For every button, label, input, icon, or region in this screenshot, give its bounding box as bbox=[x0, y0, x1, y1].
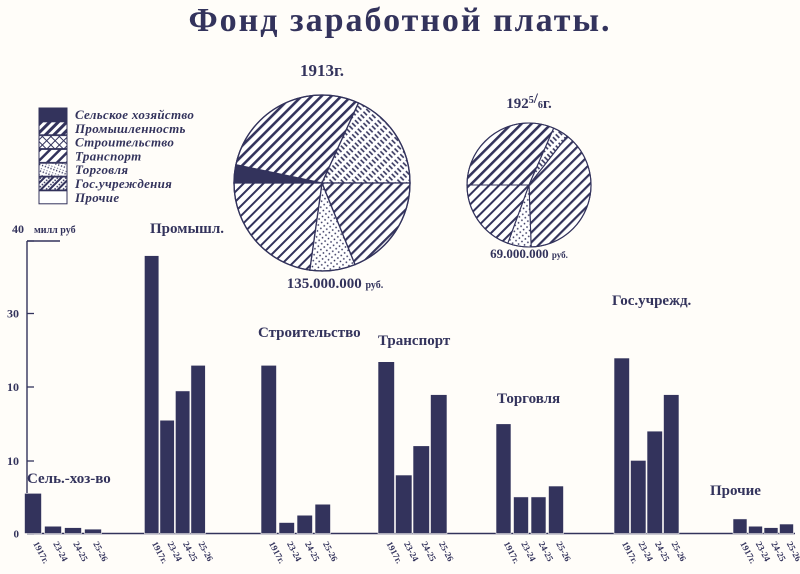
svg-text:30: 30 bbox=[7, 307, 19, 321]
svg-text:25-26: 25-26 bbox=[196, 540, 215, 564]
svg-text:25-26: 25-26 bbox=[437, 540, 456, 564]
svg-text:1917г.: 1917г. bbox=[384, 540, 404, 565]
svg-text:25-26: 25-26 bbox=[91, 540, 110, 564]
svg-text:25-26: 25-26 bbox=[785, 540, 800, 564]
svg-text:23-24: 23-24 bbox=[285, 540, 304, 564]
svg-text:10: 10 bbox=[7, 380, 19, 394]
svg-text:0: 0 bbox=[14, 529, 20, 541]
svg-text:10: 10 bbox=[7, 454, 19, 468]
svg-text:25-26: 25-26 bbox=[669, 540, 688, 564]
svg-text:24-25: 24-25 bbox=[419, 540, 438, 564]
svg-text:Сель.-хоз-во: Сель.-хоз-во bbox=[27, 471, 111, 487]
svg-text:Прочие: Прочие bbox=[710, 483, 761, 499]
svg-text:23-24: 23-24 bbox=[51, 540, 70, 564]
svg-text:25-26: 25-26 bbox=[321, 540, 340, 564]
svg-text:24-25: 24-25 bbox=[537, 540, 556, 564]
svg-text:Транспорт: Транспорт bbox=[378, 333, 451, 349]
svg-text:1917г.: 1917г. bbox=[31, 540, 51, 565]
svg-text:1917г.: 1917г. bbox=[502, 540, 522, 565]
svg-text:милл руб: милл руб bbox=[34, 225, 76, 236]
svg-text:24-25: 24-25 bbox=[303, 540, 322, 564]
svg-text:24-25: 24-25 bbox=[71, 540, 90, 564]
svg-text:1917г.: 1917г. bbox=[267, 540, 287, 565]
svg-text:Промышл.: Промышл. bbox=[150, 221, 224, 237]
svg-text:25-26: 25-26 bbox=[554, 540, 573, 564]
svg-text:Торговля: Торговля bbox=[497, 391, 560, 407]
svg-text:Строительство: Строительство bbox=[258, 325, 361, 341]
svg-text:40: 40 bbox=[12, 222, 24, 236]
svg-text:24-25: 24-25 bbox=[653, 540, 672, 564]
svg-text:Гос.учрежд.: Гос.учрежд. bbox=[612, 293, 692, 309]
